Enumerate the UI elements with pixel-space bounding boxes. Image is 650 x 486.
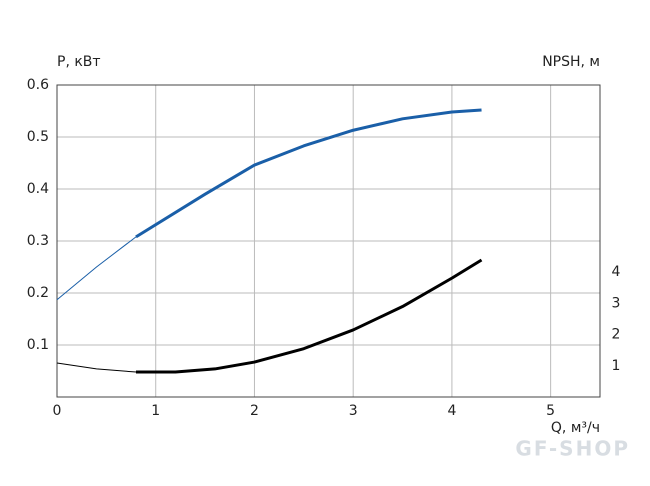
line bbox=[135, 108, 482, 239]
y2-tick-label: 4 bbox=[612, 264, 621, 280]
x-tick-label: 0 bbox=[53, 403, 62, 419]
y2-tick-label: 2 bbox=[612, 327, 621, 343]
x-tick-label: 4 bbox=[447, 403, 456, 419]
x-tick-label: 2 bbox=[250, 403, 259, 419]
y2-tick-label: 3 bbox=[612, 295, 621, 311]
y-tick-label: 0.4 bbox=[27, 181, 49, 197]
y-tick-label: 0.1 bbox=[27, 337, 49, 353]
plot-frame bbox=[56, 84, 601, 398]
line bbox=[135, 258, 483, 374]
y2-axis-label: NPSH, м bbox=[542, 54, 600, 70]
y-tick-label: 0.5 bbox=[27, 129, 49, 145]
x-tick-label: 3 bbox=[349, 403, 358, 419]
y2-tick-label: 1 bbox=[612, 358, 621, 374]
x-tick-label: 1 bbox=[151, 403, 160, 419]
y-tick-label: 0.2 bbox=[27, 285, 49, 301]
y-tick-label: 0.3 bbox=[27, 233, 49, 249]
watermark: GF-SHOP bbox=[515, 437, 630, 461]
line bbox=[56, 362, 137, 373]
line bbox=[56, 236, 137, 301]
x-axis-label: Q, м³/ч bbox=[551, 420, 600, 436]
y-axis-label: P, кВт bbox=[57, 54, 101, 70]
y-tick-label: 0.6 bbox=[27, 77, 49, 93]
x-tick-label: 5 bbox=[546, 403, 555, 419]
